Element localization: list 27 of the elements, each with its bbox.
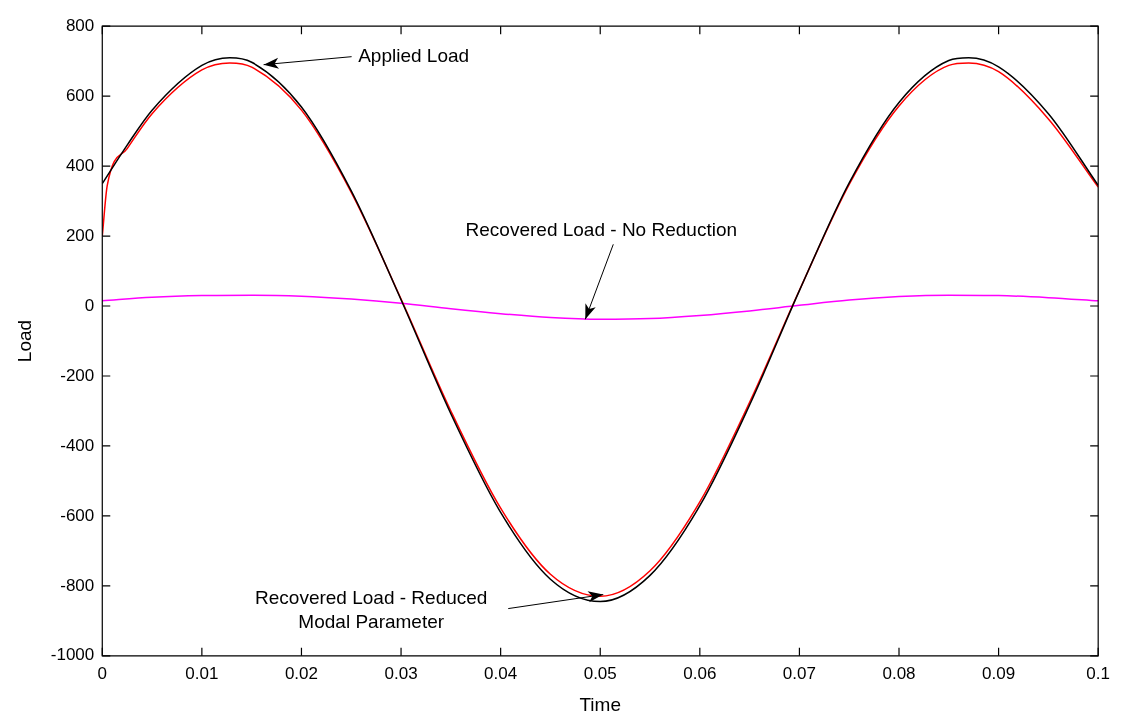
y-tick-label: -200 xyxy=(60,365,95,385)
line-series xyxy=(102,294,1099,321)
y-axis-title: Load xyxy=(13,319,35,363)
y-tick-label: 800 xyxy=(65,15,95,35)
x-tick-label: 0.06 xyxy=(683,663,717,683)
y-tick-label: -1000 xyxy=(50,645,95,665)
annotation: Applied Load xyxy=(358,44,470,66)
x-tick-label: 0.1 xyxy=(1086,663,1110,683)
y-tick-label: -600 xyxy=(60,505,95,525)
x-tick-label: 0.09 xyxy=(982,663,1016,683)
annotation: Recovered Load - No Reduction xyxy=(465,218,738,240)
x-tick-label: 0.08 xyxy=(882,663,916,683)
annotation: Recovered Load - Reduced Modal Parameter xyxy=(255,586,488,632)
x-tick-label: 0 xyxy=(97,663,108,683)
x-tick-label: 0.02 xyxy=(284,663,319,683)
y-tick-label: 0 xyxy=(84,295,95,315)
x-tick-label: 0.03 xyxy=(384,663,418,683)
y-tick-label: -800 xyxy=(60,575,95,595)
x-tick-label: 0.01 xyxy=(185,663,219,683)
x-axis-title: Time xyxy=(579,693,621,715)
y-tick-label: 200 xyxy=(65,225,95,245)
y-tick-label: 600 xyxy=(65,85,95,105)
y-tick-label: -400 xyxy=(60,435,95,455)
x-tick-label: 0.04 xyxy=(484,663,518,683)
x-tick-label: 0.05 xyxy=(583,663,617,683)
y-tick-label: 400 xyxy=(65,155,95,175)
x-tick-label: 0.07 xyxy=(782,663,816,683)
